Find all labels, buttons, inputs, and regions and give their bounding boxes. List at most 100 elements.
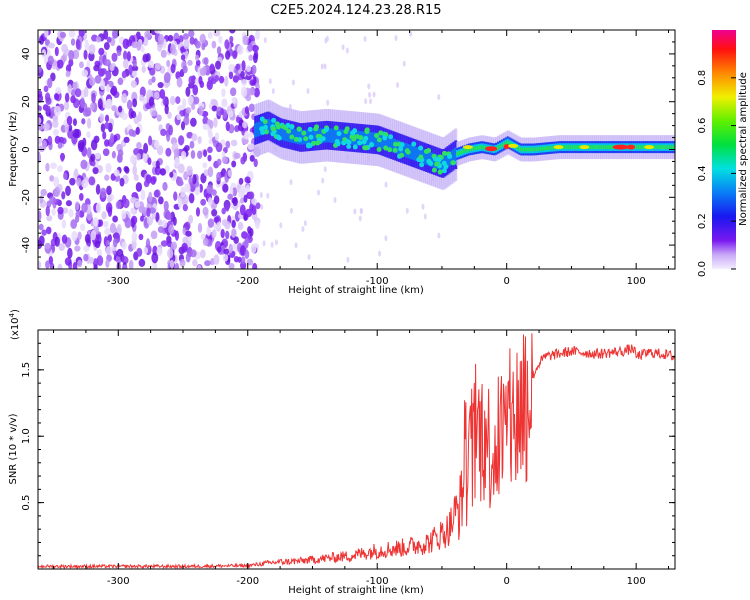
heatmap-cells — [35, 26, 677, 273]
heatmap-cell — [239, 178, 244, 185]
heatmap-cell — [105, 260, 109, 268]
heatmap-cell — [221, 229, 225, 238]
heatmap-cell — [191, 150, 196, 159]
heatmap-cell — [148, 136, 152, 146]
heatmap-cell — [246, 95, 252, 102]
heatmap-cell — [255, 220, 260, 229]
y-tick-label: 1.5 — [21, 362, 32, 378]
heatmap-cell — [321, 178, 324, 184]
heatmap-cell — [208, 131, 213, 138]
heatmap-cell — [151, 231, 158, 240]
heatmap-cell — [81, 203, 87, 213]
heatmap-cell — [368, 92, 371, 98]
heatmap-cell — [158, 196, 164, 204]
top-x-axis-label: Height of straight line (km) — [288, 285, 424, 296]
heatmap-cell — [69, 178, 75, 186]
heatmap-cell — [442, 151, 447, 156]
heatmap-cell — [125, 167, 130, 174]
heatmap-cell — [123, 137, 129, 143]
heatmap-cell — [80, 98, 85, 109]
heatmap-cell — [307, 88, 310, 94]
heatmap-cell — [249, 104, 255, 113]
heatmap-cell — [222, 219, 228, 226]
heatmap-cell — [43, 123, 50, 131]
heatmap-cell — [252, 263, 257, 272]
heatmap-cell — [364, 98, 367, 104]
heatmap-cell — [83, 109, 90, 117]
heatmap-cell — [149, 97, 154, 107]
heatmap-cell — [65, 123, 69, 133]
heatmap-cell — [399, 153, 404, 158]
heatmap-cell — [65, 93, 69, 103]
heatmap-cell — [553, 145, 563, 149]
heatmap-cell — [301, 226, 304, 232]
heatmap-cell — [208, 197, 213, 206]
heatmap-cell — [216, 142, 223, 152]
colorbar-tick-label: 0.8 — [697, 70, 708, 86]
heatmap-cell — [317, 189, 320, 195]
heatmap-cell — [67, 116, 72, 125]
heatmap-cell — [161, 50, 167, 58]
heatmap-cell — [143, 247, 148, 254]
heatmap-cell — [388, 134, 393, 139]
heatmap-cell — [260, 130, 265, 135]
heatmap-cell — [90, 154, 95, 162]
heatmap-cell — [437, 94, 440, 100]
heatmap-cell — [248, 143, 255, 150]
heatmap-cell — [437, 233, 440, 239]
heatmap-cell — [93, 167, 99, 174]
heatmap-cell — [231, 229, 236, 238]
heatmap-cell — [101, 211, 106, 219]
heatmap-cell — [46, 206, 50, 216]
colorbar-label: Normalized spectral amplitude — [738, 72, 749, 226]
heatmap-cell — [87, 118, 91, 129]
heatmap-cell — [229, 71, 233, 79]
colorbar-tick-label: 0.6 — [697, 118, 708, 134]
heatmap-cell — [57, 60, 64, 69]
heatmap-cell — [67, 84, 72, 94]
heatmap-cell — [39, 224, 44, 231]
heatmap-cell — [463, 145, 473, 149]
heatmap-cell — [132, 98, 137, 107]
heatmap-cell — [51, 208, 55, 215]
heatmap-cell — [237, 45, 243, 55]
heatmap-cell — [68, 209, 73, 217]
heatmap-cell — [210, 63, 215, 71]
y-tick-label: 0 — [21, 146, 32, 152]
heatmap-cell — [183, 204, 188, 211]
heatmap-cell — [234, 153, 241, 159]
heatmap-cell — [46, 105, 51, 112]
heatmap-cell — [36, 210, 42, 221]
heatmap-cell — [315, 140, 320, 145]
heatmap-cell — [271, 126, 276, 131]
heatmap-cell — [373, 92, 376, 98]
heatmap-cell — [208, 167, 213, 178]
x-tick-label: 100 — [627, 576, 646, 587]
heatmap-cell — [116, 201, 122, 209]
heatmap-cell — [438, 170, 443, 175]
heatmap-cell — [198, 76, 202, 85]
heatmap-cell — [98, 48, 104, 56]
heatmap-cell — [244, 176, 250, 183]
heatmap-cell — [132, 165, 137, 176]
heatmap-cell — [214, 75, 219, 82]
heatmap-cell — [355, 134, 360, 139]
heatmap-cell — [141, 189, 146, 200]
heatmap-cell — [158, 34, 164, 45]
heatmap-cell — [213, 254, 219, 265]
heatmap-cell — [613, 145, 629, 150]
heatmap-cell — [198, 223, 202, 233]
heatmap-cell — [206, 184, 213, 194]
heatmap-cell — [133, 59, 137, 67]
heatmap-cell — [200, 199, 206, 206]
heatmap-cell — [264, 37, 267, 43]
heatmap-cell — [269, 78, 272, 84]
heatmap-cell — [157, 82, 163, 88]
heatmap-cell — [100, 80, 105, 91]
heatmap-cell — [304, 220, 307, 226]
heatmap-cell — [357, 140, 362, 145]
heatmap-cell — [132, 71, 138, 77]
x-tick-label: 0 — [503, 276, 509, 287]
heatmap-cell — [55, 47, 59, 56]
